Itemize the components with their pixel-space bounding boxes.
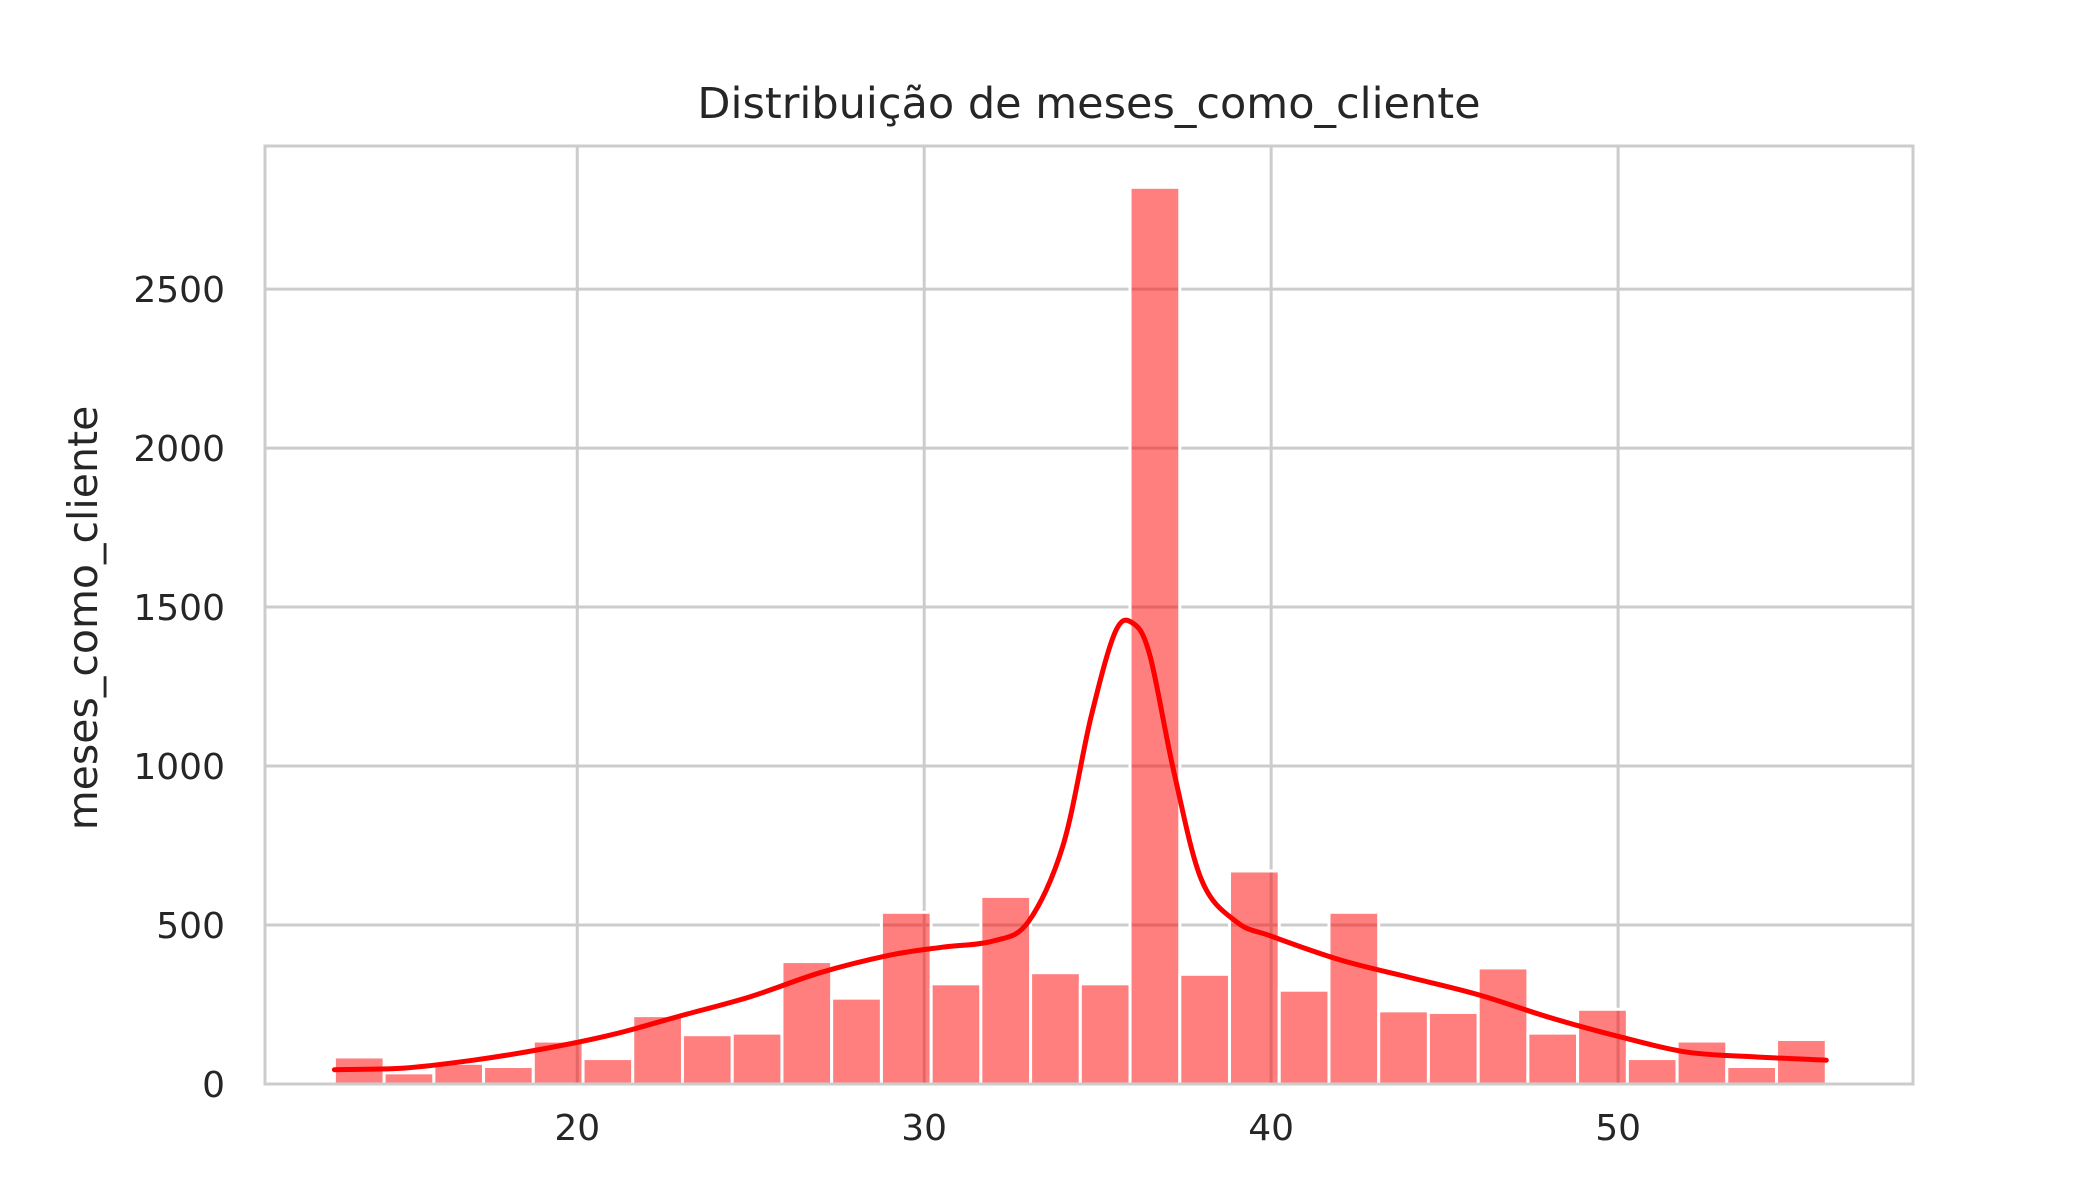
histogram-bar	[1625, 1057, 1679, 1086]
histogram-bars	[332, 185, 1828, 1086]
histogram-bar	[830, 996, 883, 1086]
histogram-bar	[1476, 966, 1530, 1086]
y-tick-label: 1000	[133, 747, 225, 788]
histogram-bar	[382, 1071, 436, 1086]
x-tick-label: 20	[554, 1108, 600, 1149]
y-tick-label: 0	[202, 1065, 225, 1106]
x-tick-label: 30	[901, 1108, 947, 1149]
histogram-bar	[1675, 1039, 1729, 1086]
y-tick-label: 2000	[133, 429, 225, 470]
y-axis-label: meses_como_cliente	[59, 406, 107, 831]
plot-frame	[263, 144, 1915, 1086]
grid-layer	[265, 146, 1913, 1086]
histogram-bar	[1526, 1031, 1580, 1086]
histogram-bar	[482, 1065, 535, 1086]
x-tick-label: 50	[1595, 1108, 1641, 1149]
chart-title: Distribuição de meses_como_cliente	[697, 79, 1480, 129]
histogram-bar	[1426, 1010, 1480, 1086]
histogram-bar	[1128, 185, 1182, 1086]
y-tick-label: 1500	[133, 588, 225, 629]
histogram-bar	[1725, 1065, 1779, 1086]
histogram-bar	[581, 1057, 635, 1086]
histogram-bar	[879, 910, 933, 1086]
y-tick-label: 2500	[133, 270, 225, 311]
histogram-bar	[730, 1031, 784, 1086]
histogram-bar	[1576, 1007, 1629, 1086]
histogram-bar	[780, 960, 834, 1086]
histogram-bar	[1078, 982, 1132, 1086]
histogram-bar	[1327, 910, 1381, 1086]
x-tick-label: 40	[1248, 1108, 1294, 1149]
histogram-bar	[1178, 972, 1232, 1086]
histogram-bar	[1377, 1009, 1430, 1086]
histogram-bar	[1277, 988, 1331, 1086]
kde-curve	[331, 617, 1829, 1073]
histogram-bar	[1029, 971, 1082, 1086]
kde-layer	[331, 617, 1829, 1073]
histogram-bar	[680, 1033, 734, 1086]
y-tick-label: 500	[156, 906, 225, 947]
histogram-bar	[1228, 869, 1281, 1086]
histogram-bar	[929, 982, 983, 1086]
